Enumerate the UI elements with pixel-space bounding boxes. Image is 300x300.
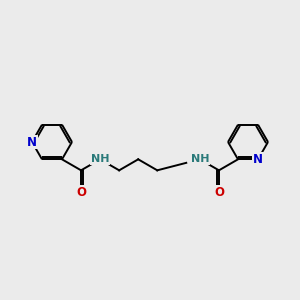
Text: NH: NH xyxy=(91,154,110,164)
Text: NH: NH xyxy=(190,154,209,164)
Text: N: N xyxy=(27,136,37,148)
Text: N: N xyxy=(253,153,263,166)
Text: O: O xyxy=(76,186,86,199)
Text: O: O xyxy=(214,186,224,199)
